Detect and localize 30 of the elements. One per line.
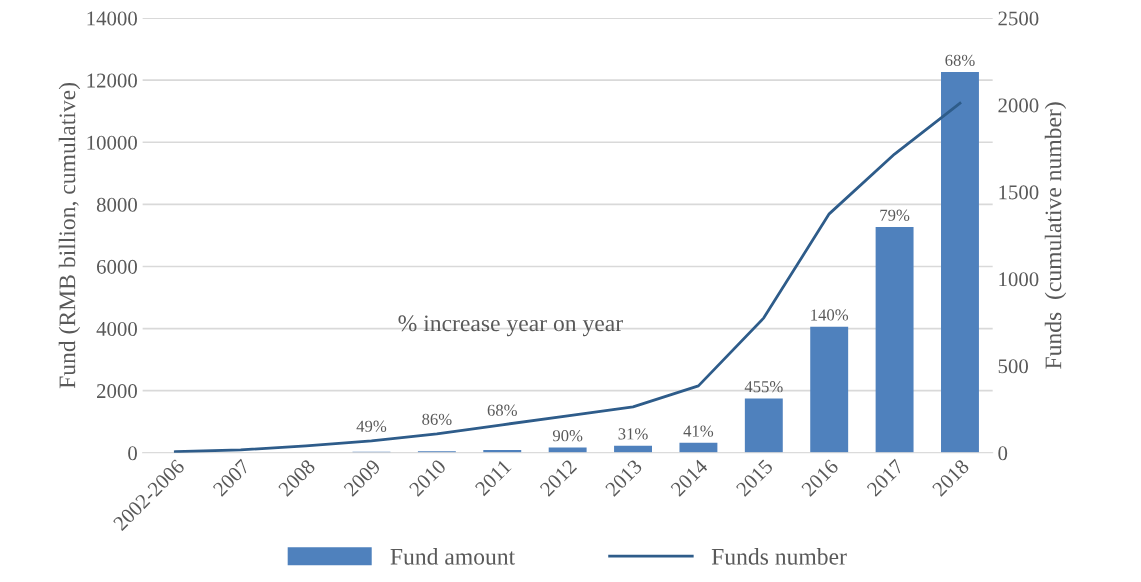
annotation: 140% [811, 309, 849, 321]
annotation: 86% [422, 413, 452, 425]
y-tick-label: 0 [128, 446, 137, 461]
annotation: 79% [880, 209, 910, 221]
y2-tick-label: 1000 [999, 272, 1039, 287]
legend-label: Funds number [711, 548, 847, 565]
y-tick-label: 12000 [87, 73, 137, 88]
y-tick-label: 8000 [96, 197, 137, 212]
y2-axis-title: Funds (cumulative number) [1044, 102, 1067, 369]
y-axis-title: Fund (RMB billion, cumulative) [58, 82, 81, 389]
annotation: 68% [945, 54, 975, 66]
y2-tick-label: 2000 [998, 98, 1039, 113]
annotation: 90% [552, 430, 583, 442]
legend-label: Fund amount [390, 548, 516, 565]
y-tick-label: 6000 [96, 259, 137, 274]
y2-tick-label: 1500 [999, 185, 1039, 200]
annotation: 31% [618, 428, 648, 440]
y-tick-label: 2000 [97, 384, 137, 399]
y2-tick-label: 2500 [998, 11, 1039, 26]
y-tick-label: 14000 [87, 11, 137, 26]
annotation: 68% [487, 404, 517, 416]
y2-tick-label: 0 [998, 446, 1008, 461]
annotation: 41% [683, 425, 714, 437]
annotation: % increase year on year [398, 315, 623, 337]
y2-tick-label: 500 [998, 359, 1028, 374]
annotation: 49% [356, 420, 387, 432]
y-tick-label: 4000 [96, 321, 137, 337]
annotation: 455% [744, 381, 783, 393]
x-tick-label: 2011 [474, 458, 512, 497]
y-tick-label: 10000 [87, 135, 137, 150]
